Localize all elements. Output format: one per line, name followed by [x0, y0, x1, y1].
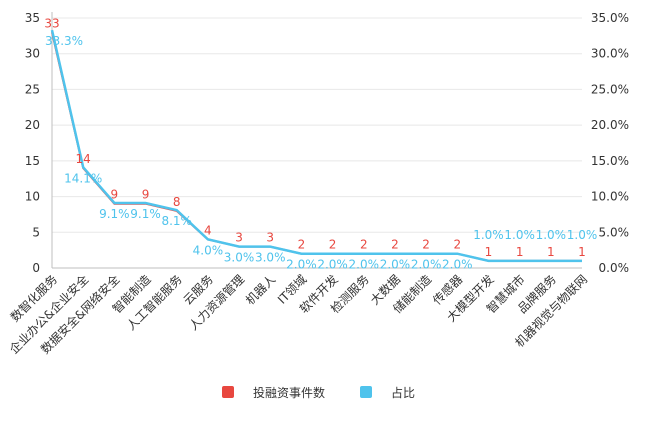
right-tick-label: 20.0%: [591, 118, 629, 132]
count-data-label: 33: [44, 16, 59, 30]
legend-label-count: 投融资事件数: [253, 385, 325, 400]
series-lines: [50, 29, 582, 263]
series-line-share: [50, 29, 582, 263]
count-data-label: 2: [453, 238, 461, 252]
count-data-label: 2: [329, 238, 337, 252]
series-line-count: [51, 32, 582, 262]
count-data-label: 3: [266, 231, 274, 245]
left-tick-label: 30: [25, 47, 40, 61]
right-tick-label: 25.0%: [591, 82, 629, 96]
right-tick-label: 30.0%: [591, 47, 629, 61]
right-y-axis: 0.0% 5.0% 10.0% 15.0% 20.0% 25.0% 30.0% 35.0%: [591, 11, 629, 275]
count-data-label: 3: [235, 231, 243, 245]
count-data-label: 9: [111, 188, 119, 202]
x-axis: 数智化服务企业办公&企业安全数据安全&网络安全智能制造人工智能服务云服务人力资源…: [6, 267, 590, 357]
count-data-label: 2: [422, 238, 430, 252]
share-data-label: 3.0%: [255, 251, 286, 265]
left-tick-label: 0: [32, 261, 40, 275]
share-data-label: 1.0%: [536, 228, 567, 242]
share-data-label: 1.0%: [504, 228, 535, 242]
share-data-label: 2.0%: [380, 258, 411, 272]
count-data-label: 2: [298, 238, 306, 252]
right-tick-label: 5.0%: [599, 225, 630, 239]
left-tick-label: 25: [25, 82, 40, 96]
grid-lines: [52, 17, 582, 233]
legend[interactable]: 投融资事件数 占比: [222, 385, 415, 400]
count-data-label: 1: [485, 245, 493, 259]
share-data-label: 9.1%: [130, 207, 161, 221]
share-data-label: 1.0%: [567, 228, 598, 242]
count-data-label: 2: [391, 238, 399, 252]
share-data-label: 8.1%: [161, 214, 192, 228]
count-data-label: 9: [142, 188, 150, 202]
count-data-label: 1: [516, 245, 524, 259]
share-data-label: 33.3%: [45, 34, 83, 48]
count-data-label: 14: [76, 152, 91, 166]
legend-label-share: 占比: [391, 385, 415, 400]
share-data-label: 3.0%: [224, 251, 255, 265]
share-data-label: 9.1%: [99, 207, 130, 221]
right-tick-label: 0.0%: [599, 261, 630, 275]
count-data-label: 4: [204, 223, 212, 237]
count-data-label: 1: [578, 245, 586, 259]
left-tick-label: 20: [25, 118, 40, 132]
count-data-label: 1: [547, 245, 555, 259]
category-label: 机器人: [243, 272, 278, 307]
left-tick-label: 15: [25, 154, 40, 168]
share-data-label: 1.0%: [473, 228, 504, 242]
right-tick-label: 10.0%: [591, 190, 629, 204]
share-data-label: 2.0%: [317, 258, 348, 272]
share-data-label: 4.0%: [193, 243, 224, 257]
left-y-axis: 0 5 10 15 20 25 30 35: [25, 11, 53, 275]
count-data-label: 2: [360, 238, 368, 252]
legend-swatch-share: [360, 386, 372, 398]
share-data-label: 2.0%: [349, 258, 380, 272]
share-data-label: 14.1%: [64, 171, 102, 185]
left-tick-label: 35: [25, 11, 40, 25]
left-tick-label: 10: [25, 190, 40, 204]
count-data-label: 8: [173, 195, 181, 209]
left-tick-label: 5: [32, 225, 40, 239]
right-tick-label: 15.0%: [591, 154, 629, 168]
right-tick-label: 35.0%: [591, 11, 629, 25]
legend-swatch-count: [222, 386, 234, 398]
share-data-label: 2.0%: [286, 258, 317, 272]
share-data-label: 2.0%: [411, 258, 442, 272]
share-data-label: 2.0%: [442, 258, 473, 272]
